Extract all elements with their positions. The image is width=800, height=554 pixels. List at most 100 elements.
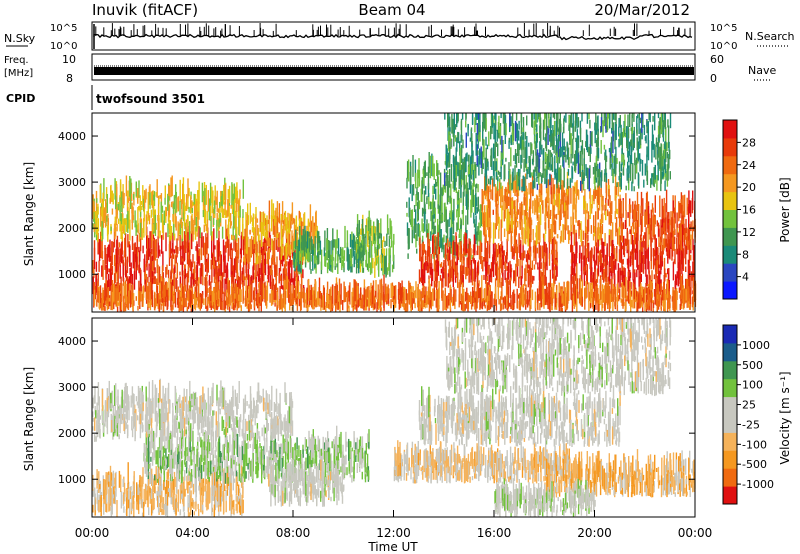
heatmap-cell [325, 301, 327, 307]
heatmap-cell [525, 299, 527, 305]
heatmap-cell [99, 184, 101, 203]
heatmap-cell [490, 189, 492, 200]
heatmap-cell [360, 228, 362, 235]
heatmap-cell [648, 304, 650, 309]
heatmap-cell [538, 206, 540, 213]
heatmap-cell [364, 302, 367, 311]
heatmap-cell [184, 275, 186, 280]
heatmap-cell [673, 217, 676, 235]
heatmap-cell [671, 226, 674, 249]
heatmap-cell [620, 242, 623, 264]
heatmap-cell [563, 190, 565, 197]
heatmap-cell [665, 272, 667, 278]
heatmap-cell [675, 276, 678, 286]
heatmap-cell [251, 236, 253, 245]
heatmap-cell [136, 224, 138, 233]
heatmap-cell [300, 264, 302, 273]
heatmap-cell [439, 274, 442, 281]
heatmap-cell [297, 281, 300, 300]
heatmap-cell [664, 288, 666, 312]
heatmap-cell [490, 262, 493, 283]
heatmap-cell [95, 211, 98, 234]
heatmap-cell [472, 249, 474, 254]
heatmap-cell [430, 253, 432, 267]
heatmap-cell [312, 250, 314, 271]
heatmap-cell [171, 255, 173, 273]
heatmap-cell [612, 258, 614, 274]
heatmap-cell [372, 258, 374, 269]
heatmap-cell [520, 213, 522, 220]
heatmap-cell [244, 245, 246, 263]
heatmap-cell [488, 213, 490, 222]
heatmap-cell [600, 277, 602, 300]
heatmap-cell [541, 185, 543, 205]
heatmap-cell [323, 296, 325, 309]
heatmap-cell [514, 153, 517, 165]
heatmap-cell [106, 194, 108, 213]
heatmap-cell [330, 295, 333, 309]
heatmap-cell [678, 248, 681, 271]
heatmap-cell [284, 255, 287, 262]
heatmap-cell [111, 266, 114, 275]
heatmap-cell [309, 252, 311, 270]
heatmap-cell [549, 213, 551, 219]
heatmap-cell [114, 291, 116, 303]
heatmap-cell [580, 221, 582, 242]
heatmap-cell [506, 192, 508, 196]
heatmap-cell [502, 302, 504, 310]
heatmap-cell [182, 177, 185, 200]
heatmap-cell [106, 288, 108, 298]
heatmap-cell [588, 283, 590, 303]
heatmap-cell [367, 296, 369, 307]
heatmap-cell [295, 217, 297, 229]
heatmap-cell [618, 249, 621, 262]
heatmap-cell [123, 281, 125, 299]
heatmap-cell [147, 237, 150, 261]
heatmap-cell [475, 291, 477, 312]
heatmap-cell [485, 136, 487, 146]
heatmap-cell [370, 290, 373, 303]
heatmap-cell [661, 218, 664, 236]
heatmap-cell [673, 290, 675, 301]
heatmap-cell [645, 203, 648, 225]
heatmap-cell [315, 299, 317, 308]
heatmap-cell [179, 276, 181, 288]
heatmap-cell [161, 265, 164, 286]
heatmap-cell [415, 209, 417, 225]
heatmap-cell [524, 289, 526, 306]
heatmap-cell [131, 220, 133, 230]
heatmap-cell [682, 220, 684, 227]
heatmap-cell [365, 249, 368, 268]
heatmap-cell [231, 265, 234, 282]
heatmap-cell [181, 222, 183, 239]
heatmap-cell [575, 197, 577, 213]
heatmap-cell [156, 278, 158, 293]
heatmap-cell [539, 125, 541, 138]
heatmap-cell [558, 292, 560, 312]
heatmap-cell [639, 249, 641, 272]
heatmap-cell [518, 276, 520, 288]
heatmap-cell [635, 231, 638, 251]
heatmap-cell [574, 204, 576, 219]
heatmap-cell [133, 271, 136, 290]
heatmap-cell [138, 232, 141, 242]
heatmap-cell [462, 191, 464, 214]
heatmap-cell [393, 299, 395, 312]
heatmap-cell [459, 265, 462, 288]
heatmap-cell [684, 288, 686, 304]
heatmap-cell [291, 230, 293, 250]
heatmap-cell [654, 234, 656, 251]
heatmap-cell [239, 265, 242, 281]
heatmap-cell [177, 221, 179, 241]
heatmap-cell [543, 233, 545, 257]
heatmap-cell [478, 118, 480, 141]
heatmap-cell [667, 223, 669, 233]
heatmap-cell [369, 262, 372, 275]
heatmap-cell [238, 198, 240, 213]
heatmap-cell [521, 142, 523, 163]
heatmap-cell [638, 204, 640, 227]
heatmap-cell [129, 244, 131, 267]
heatmap-cell [107, 273, 110, 291]
heatmap-cell [458, 234, 460, 239]
nsearch-label: N.Search [745, 30, 795, 43]
